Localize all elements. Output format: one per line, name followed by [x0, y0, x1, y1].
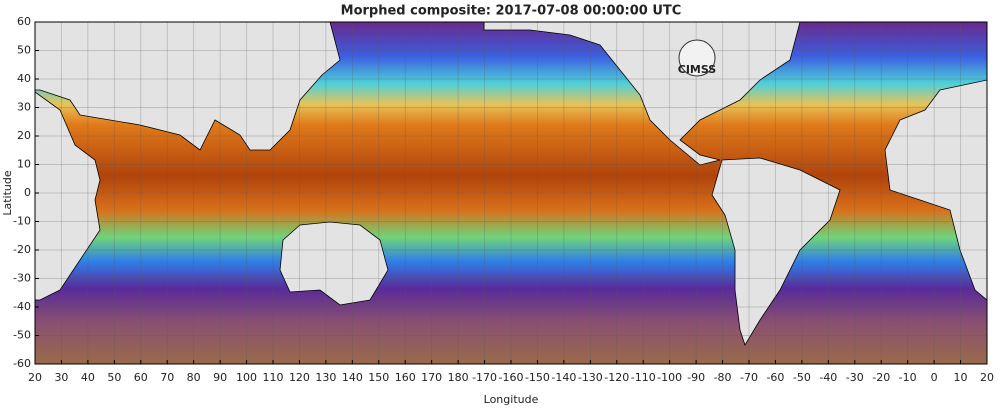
y-tick-label: -30 [13, 272, 31, 285]
x-tick-label: -90 [687, 371, 705, 384]
x-tick-label: 90 [213, 371, 227, 384]
logo: CIMSS [678, 39, 717, 77]
x-tick-label: -70 [740, 371, 758, 384]
y-tick-label: -60 [13, 357, 31, 370]
x-tick-label: -20 [872, 371, 890, 384]
y-tick-label: 0 [24, 186, 31, 199]
land [35, 22, 341, 151]
y-tick-label: 40 [17, 72, 31, 85]
x-tick-label: 110 [263, 371, 284, 384]
x-tick-label: -60 [766, 371, 784, 384]
x-tick-label: 10 [954, 371, 968, 384]
x-tick-label: 40 [81, 371, 95, 384]
y-tick-label: -40 [13, 300, 31, 313]
x-tick-label: 140 [342, 371, 363, 384]
x-tick-label: -40 [819, 371, 837, 384]
logo-text: CIMSS [678, 63, 717, 76]
x-tick-label: -160 [499, 371, 524, 384]
grid [35, 22, 987, 364]
x-tick-label: -110 [631, 371, 656, 384]
y-tick-label: 10 [17, 158, 31, 171]
y-tick-label: -20 [13, 243, 31, 256]
map-title: Morphed composite: 2017-07-08 00:00:00 U… [341, 4, 682, 19]
land [711, 157, 841, 346]
x-tick-label: -10 [899, 371, 917, 384]
x-tick-label: -50 [793, 371, 811, 384]
x-tick-label: -100 [657, 371, 682, 384]
x-tick-label: 120 [289, 371, 310, 384]
x-tick-label: 100 [236, 371, 257, 384]
x-tick-label: 50 [107, 371, 121, 384]
x-axis-label: Longitude [484, 393, 539, 406]
x-tick-label: 20 [980, 371, 994, 384]
x-tick-label: -130 [578, 371, 603, 384]
x-tick-label: 20 [28, 371, 42, 384]
x-tick-label: -140 [551, 371, 576, 384]
y-tick-label: -10 [13, 215, 31, 228]
y-axis-label: Latitude [1, 170, 14, 216]
y-tick-label: 60 [17, 15, 31, 28]
land [35, 91, 101, 301]
x-tick-label: 130 [315, 371, 336, 384]
land [483, 22, 801, 166]
land [884, 79, 987, 301]
x-tick-label: 180 [448, 371, 469, 384]
y-tick-label: -50 [13, 329, 31, 342]
x-tick-label: -150 [525, 371, 550, 384]
logo-globe [678, 39, 716, 77]
y-tick-label: 50 [17, 44, 31, 57]
x-tick-label: 70 [160, 371, 174, 384]
x-tick-label: 30 [54, 371, 68, 384]
x-tick-label: 150 [368, 371, 389, 384]
map-image [35, 22, 987, 364]
x-tick-label: 60 [134, 371, 148, 384]
land [279, 221, 389, 306]
x-tick-label: -170 [472, 371, 497, 384]
x-tick-label: 170 [421, 371, 442, 384]
x-tick-label: -80 [714, 371, 732, 384]
x-tick-label: 0 [931, 371, 938, 384]
x-tick-label: 80 [187, 371, 201, 384]
x-tick-label: -120 [604, 371, 629, 384]
x-tick-label: 160 [395, 371, 416, 384]
x-tick-label: -30 [846, 371, 864, 384]
y-tick-label: 20 [17, 129, 31, 142]
y-tick-label: 30 [17, 101, 31, 114]
